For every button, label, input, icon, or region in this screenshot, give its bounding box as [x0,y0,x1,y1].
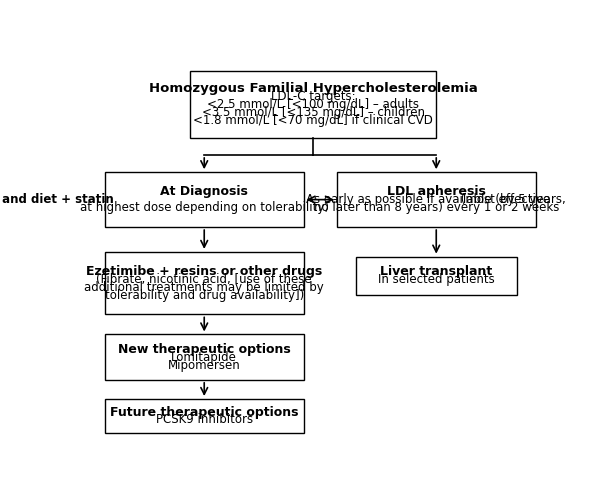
Text: Ezetimibe + resins or other drugs: Ezetimibe + resins or other drugs [86,265,323,278]
Text: <2.5 mmol/L [<100 mg/dL] – adults: <2.5 mmol/L [<100 mg/dL] – adults [207,98,419,111]
Text: Future therapeutic options: Future therapeutic options [110,406,299,419]
FancyBboxPatch shape [356,256,517,294]
Text: tolerability and drug availability]): tolerability and drug availability]) [104,288,304,302]
Text: at highest dose depending on tolerability): at highest dose depending on tolerabilit… [79,201,329,214]
Text: Lifestyle and diet + statin: Lifestyle and diet + statin [0,193,114,206]
Text: no later than 8 years) every 1 or 2 weeks: no later than 8 years) every 1 or 2 week… [313,201,559,214]
Text: (most effective: (most effective [456,193,550,206]
Text: At Diagnosis: At Diagnosis [160,185,248,198]
Text: LDL-C targets:: LDL-C targets: [271,90,356,103]
FancyBboxPatch shape [105,334,304,380]
Text: <1.8 mmol/L [<70 mg/dL] if clinical CVD: <1.8 mmol/L [<70 mg/dL] if clinical CVD [193,114,433,127]
FancyBboxPatch shape [337,172,536,227]
Text: Mipomersen: Mipomersen [168,358,241,372]
Text: Homozygous Familial Hypercholesterolemia: Homozygous Familial Hypercholesterolemia [148,82,478,95]
FancyBboxPatch shape [105,252,304,315]
Text: (Fibrate, nicotinic acid, [use of these: (Fibrate, nicotinic acid, [use of these [97,273,312,285]
Text: additional treatments may be limited by: additional treatments may be limited by [84,281,324,294]
Text: Liver transplant: Liver transplant [380,265,492,278]
Text: PCSK9 inhibitors: PCSK9 inhibitors [156,414,253,426]
Text: LDL apheresis: LDL apheresis [387,185,486,198]
Text: In selected patients: In selected patients [378,273,495,286]
FancyBboxPatch shape [190,71,436,138]
FancyBboxPatch shape [105,172,304,227]
Text: As early as possible if available (by 5 years,: As early as possible if available (by 5 … [306,193,566,206]
FancyBboxPatch shape [105,399,304,433]
Text: Lomitapide: Lomitapide [171,351,237,364]
Text: <3.5 mmol/L [<135 mg/dL] – children: <3.5 mmol/L [<135 mg/dL] – children [202,106,425,119]
Text: New therapeutic options: New therapeutic options [118,343,291,355]
